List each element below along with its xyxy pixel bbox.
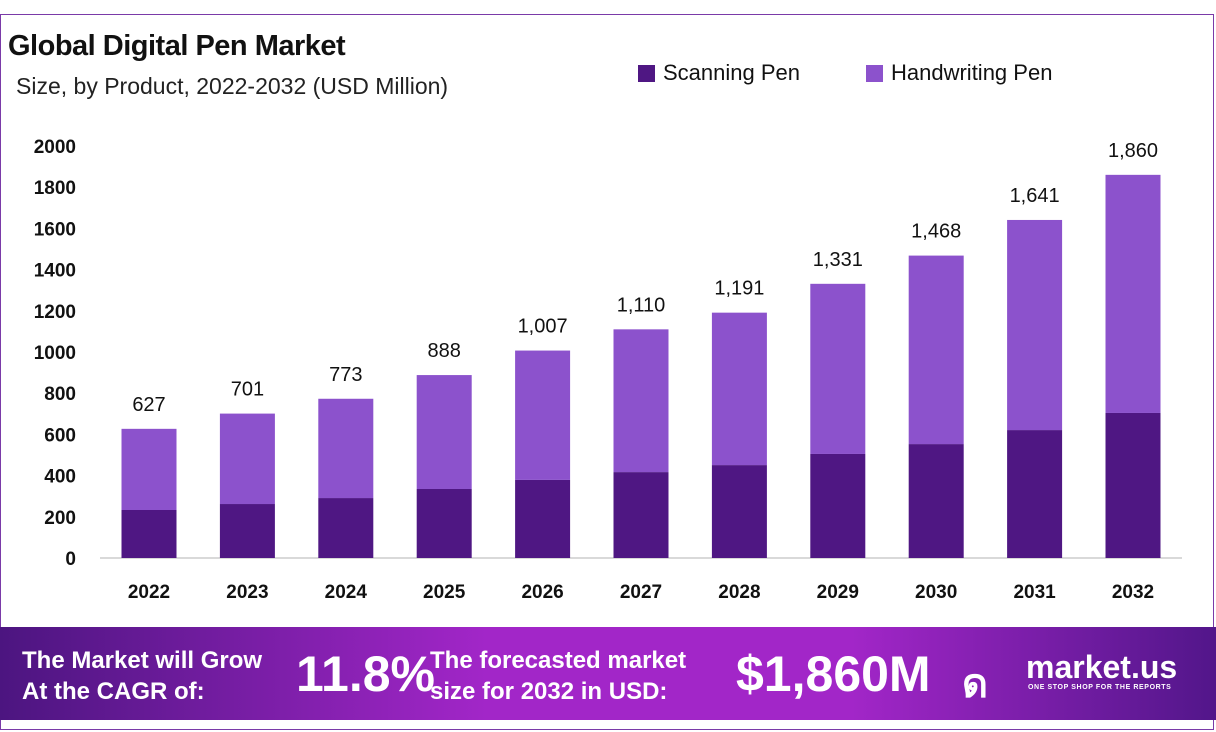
legend-label: Handwriting Pen [891, 60, 1053, 85]
bar-handwriting-pen-2022 [121, 428, 177, 511]
y-tick-label: 1200 [34, 302, 76, 323]
y-tick-label: 0 [65, 549, 76, 570]
bar-handwriting-pen-2032 [1105, 174, 1161, 413]
y-tick-label: 600 [44, 425, 76, 446]
x-tick-label: 2024 [325, 582, 368, 603]
bar-handwriting-pen-2027 [613, 329, 669, 473]
bar-handwriting-pen-2026 [515, 350, 571, 480]
x-tick-label: 2027 [620, 582, 662, 603]
bar-handwriting-pen-2023 [219, 413, 275, 505]
x-tick-label: 2031 [1013, 582, 1056, 603]
x-tick-label: 2022 [128, 582, 170, 603]
bar-scanning-pen-2030 [908, 444, 964, 558]
bar-scanning-pen-2024 [318, 498, 374, 558]
bar-scanning-pen-2029 [810, 453, 866, 558]
x-tick-label: 2028 [718, 582, 760, 603]
bar-scanning-pen-2026 [515, 479, 571, 558]
y-tick-label: 1400 [34, 261, 76, 282]
y-tick-label: 1600 [34, 219, 76, 240]
bar-handwriting-pen-2029 [810, 283, 866, 454]
brand-name: market.us [1026, 649, 1178, 685]
bar-handwriting-pen-2025 [416, 375, 472, 489]
bar-scanning-pen-2031 [1007, 430, 1063, 558]
y-tick-label: 1800 [34, 178, 76, 199]
x-tick-label: 2026 [521, 582, 563, 603]
y-tick-label: 400 [44, 467, 76, 488]
y-tick-label: 1000 [34, 343, 76, 364]
chart-subtitle: Size, by Product, 2022-2032 (USD Million… [16, 73, 449, 99]
x-tick-label: 2023 [226, 582, 268, 603]
summary-banner: The Market will Grow At the CAGR of: 11.8… [0, 627, 1216, 720]
total-label-2027: 1,110 [617, 294, 666, 316]
bar-scanning-pen-2022 [121, 510, 177, 558]
total-label-2022: 627 [132, 394, 165, 416]
cagr-label-line1: The Market will Grow [22, 647, 263, 674]
total-label-2029: 1,331 [813, 249, 863, 271]
legend-label: Scanning Pen [663, 60, 800, 85]
total-label-2028: 1,191 [714, 278, 764, 300]
total-label-2023: 701 [231, 379, 264, 401]
x-tick-label: 2025 [423, 582, 466, 603]
bar-handwriting-pen-2031 [1007, 219, 1063, 431]
y-tick-label: 200 [44, 508, 76, 529]
y-tick-label: 800 [44, 384, 76, 405]
bar-handwriting-pen-2024 [318, 398, 374, 499]
forecast-label: The forecasted market size for 2032 in US… [430, 645, 686, 707]
bar-scanning-pen-2027 [613, 472, 669, 558]
cagr-label-line2: At the CAGR of: [22, 678, 205, 705]
chart-frame [0, 14, 1214, 730]
cagr-value: 11.8% [296, 646, 436, 702]
bar-scanning-pen-2028 [711, 465, 767, 558]
total-label-2025: 888 [428, 340, 461, 362]
legend-swatch [866, 64, 883, 82]
total-label-2030: 1,468 [911, 221, 961, 243]
x-tick-label: 2030 [915, 582, 957, 603]
legend-handwriting-pen: Handwriting Pen [866, 60, 1052, 86]
bar-scanning-pen-2025 [416, 488, 472, 558]
y-tick-label: 2000 [34, 137, 76, 158]
bar-scanning-pen-2032 [1105, 412, 1161, 558]
bar-scanning-pen-2023 [219, 504, 275, 558]
x-tick-label: 2032 [1112, 582, 1154, 603]
brand-tagline: ONE STOP SHOP FOR THE REPORTS [1028, 684, 1172, 691]
total-label-2026: 1,007 [518, 316, 568, 338]
bar-handwriting-pen-2030 [908, 255, 964, 445]
cagr-label: The Market will Grow At the CAGR of: [22, 645, 262, 707]
x-tick-label: 2029 [817, 582, 859, 603]
total-label-2031: 1,641 [1010, 185, 1060, 207]
total-label-2024: 773 [329, 364, 362, 386]
bar-handwriting-pen-2028 [711, 312, 767, 466]
chart-title: Global Digital Pen Market [8, 30, 346, 62]
total-label-2032: 1,860 [1108, 140, 1158, 162]
chart-plot: 0 200 400 600 800 1000 1200 1400 1600 1800 2000 627… [34, 137, 1182, 603]
legend-swatch [638, 64, 655, 82]
forecast-label-line1: The forecasted market [430, 647, 687, 674]
forecast-value: $1,860M [736, 646, 931, 702]
legend-scanning-pen: Scanning Pen [638, 60, 800, 86]
forecast-label-line2: size for 2032 in USD: [430, 678, 668, 705]
market-us-logo-icon: ด [962, 661, 988, 707]
